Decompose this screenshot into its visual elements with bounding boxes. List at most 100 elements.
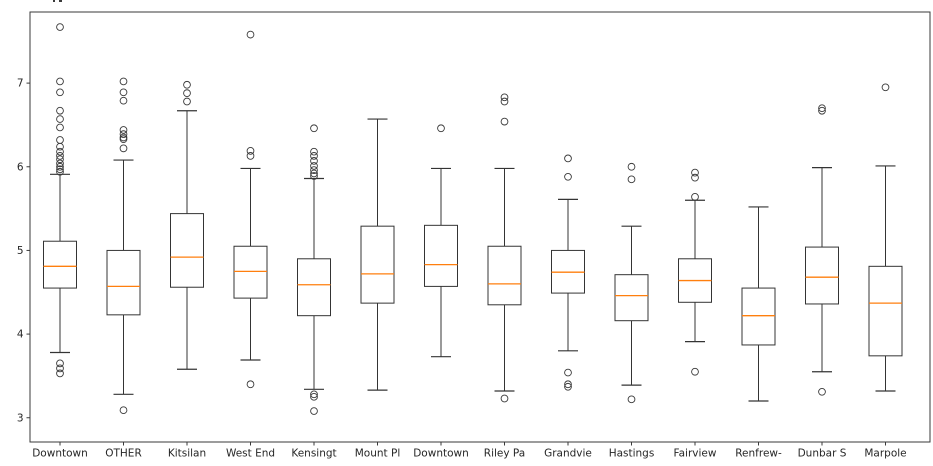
outlier-point (183, 97, 191, 106)
outlier-point (310, 169, 318, 178)
outlier-point (310, 392, 318, 401)
outlier-point (119, 126, 128, 134)
box-kitsilan (170, 213, 204, 288)
outlier-point (500, 117, 509, 126)
outlier-point (310, 147, 318, 156)
y-tick-label: 4 (17, 329, 24, 341)
outlier-point (818, 104, 826, 113)
outlier-point (56, 142, 64, 151)
outlier-point (246, 380, 255, 389)
x-tick-label: Kensingt (291, 448, 336, 460)
x-tick-label: West End (226, 448, 275, 460)
box-dunbar-s (805, 246, 839, 305)
x-tick-label: Grandvie (544, 448, 592, 460)
box-hastings (614, 274, 649, 322)
outlier-point (310, 162, 318, 170)
outlier-point (437, 124, 445, 133)
outlier-point (691, 168, 699, 177)
outlier-point (119, 77, 128, 86)
outlier-point (56, 167, 64, 176)
box-riley-pa (487, 245, 522, 306)
x-tick-label: Riley Pa (484, 448, 525, 460)
outlier-point (310, 407, 318, 415)
outlier-point (56, 147, 64, 156)
outlier-point (56, 123, 64, 132)
outlier-point (119, 135, 128, 144)
outlier-point (56, 162, 64, 171)
x-tick-label: OTHER (105, 448, 142, 460)
outlier-point (183, 80, 191, 89)
box-kensingt (297, 258, 331, 317)
outlier-point (310, 124, 318, 133)
outlier-point (56, 359, 64, 368)
outlier-point (691, 173, 699, 182)
outlier-point (500, 394, 509, 403)
x-tick-label: Kitsilan (168, 448, 206, 460)
outlier-point (56, 106, 64, 115)
outlier-point (818, 387, 826, 396)
outlier-point (818, 106, 826, 115)
outlier-point (56, 136, 64, 144)
x-tick-label: Downtown (32, 448, 88, 460)
outlier-point (56, 159, 64, 168)
outlier-point (119, 96, 128, 105)
box-renfrew- (741, 287, 776, 346)
outlier-point (310, 157, 318, 165)
clipped-title-fragment (53, 0, 55, 2)
outlier-point (310, 166, 318, 174)
outlier-point (183, 89, 191, 97)
box-mount-pl (360, 225, 395, 304)
outlier-point (691, 193, 699, 201)
outlier-point (246, 147, 255, 155)
outlier-point (119, 130, 128, 138)
outlier-point (881, 83, 890, 92)
x-tick-label: Dunbar S (798, 448, 847, 460)
outlier-point (564, 172, 572, 181)
outlier-point (119, 144, 128, 153)
x-tick-label: Renfrew- (735, 448, 782, 460)
outlier-point (56, 23, 64, 31)
outlier-point (500, 93, 509, 102)
y-tick-label: 7 (17, 78, 24, 90)
x-tick-label: Fairview (674, 448, 717, 460)
outlier-point (691, 367, 699, 376)
box-downtown (424, 224, 458, 287)
outlier-point (564, 154, 572, 163)
box-downtown (43, 240, 77, 289)
clipped-title-fragment (59, 0, 62, 2)
y-tick-label: 3 (17, 412, 24, 424)
box-west-end (233, 245, 268, 299)
x-tick-label: Mount Pl (355, 448, 401, 460)
outlier-point (564, 380, 572, 389)
outlier-point (119, 88, 128, 97)
outlier-point (246, 30, 255, 39)
outlier-point (56, 77, 64, 86)
outlier-point (564, 368, 572, 377)
outlier-point (56, 364, 64, 373)
y-tick-label: 6 (17, 161, 24, 173)
outlier-point (246, 152, 255, 160)
outlier-point (310, 390, 318, 399)
outlier-point (627, 175, 636, 184)
outlier-point (56, 88, 64, 97)
outlier-point (56, 369, 64, 378)
x-tick-label: Downtown (413, 448, 469, 460)
outlier-point (119, 406, 128, 415)
outlier-point (310, 172, 318, 180)
plot-frame (29, 11, 931, 443)
box-other (106, 249, 141, 316)
outlier-point (56, 155, 64, 164)
outlier-point (56, 115, 64, 123)
outlier-point (627, 395, 636, 404)
outlier-point (56, 152, 64, 160)
x-tick-label: Hastings (609, 448, 655, 460)
outlier-point (627, 162, 636, 171)
outlier-point (564, 382, 572, 391)
x-tick-label: Marpole (864, 448, 906, 460)
y-tick-label: 5 (17, 245, 24, 257)
outlier-point (500, 97, 509, 106)
outlier-point (310, 152, 318, 160)
box-marpole (868, 265, 903, 357)
